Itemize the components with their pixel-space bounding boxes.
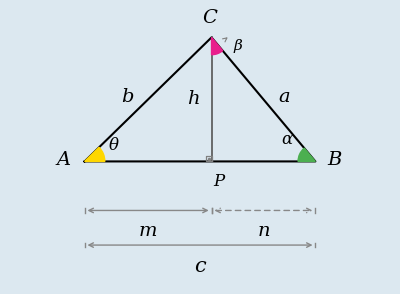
Text: C: C (203, 9, 218, 27)
FancyArrowPatch shape (222, 38, 227, 42)
Wedge shape (298, 148, 315, 161)
Text: n: n (257, 222, 270, 240)
Text: h: h (188, 91, 200, 108)
Text: β: β (233, 39, 242, 53)
Wedge shape (85, 147, 105, 161)
Text: P: P (213, 173, 224, 190)
Text: m: m (139, 222, 157, 240)
Text: B: B (327, 151, 341, 169)
Text: A: A (56, 151, 70, 169)
Text: a: a (278, 88, 290, 106)
Wedge shape (212, 37, 223, 55)
Text: θ: θ (108, 137, 118, 154)
Text: α: α (281, 131, 292, 148)
Text: c: c (194, 257, 206, 275)
Text: b: b (121, 88, 134, 106)
